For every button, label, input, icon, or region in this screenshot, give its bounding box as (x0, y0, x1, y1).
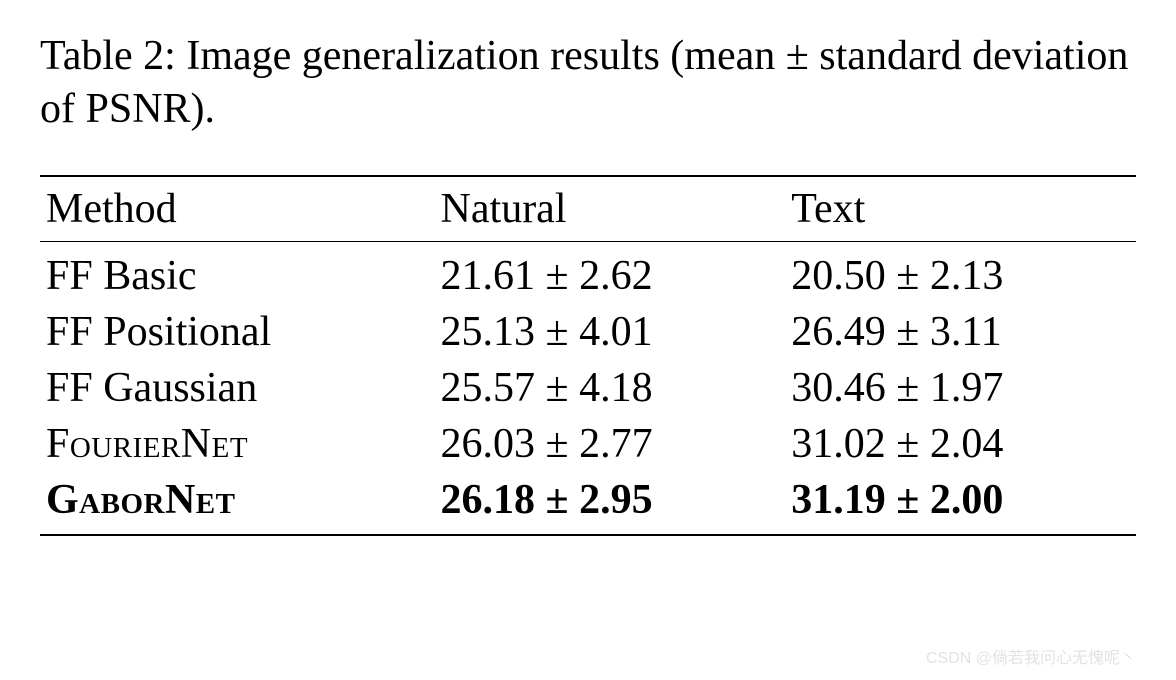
cell-method: FF Basic (40, 242, 435, 305)
table-header-row: Method Natural Text (40, 176, 1136, 242)
table-row: FourierNet 26.03 ± 2.77 31.02 ± 2.04 (40, 416, 1136, 472)
cell-method: FourierNet (40, 416, 435, 472)
cell-natural: 26.18 ± 2.95 (435, 472, 786, 535)
col-header-natural: Natural (435, 176, 786, 242)
cell-text: 31.02 ± 2.04 (785, 416, 1136, 472)
cell-text: 31.19 ± 2.00 (785, 472, 1136, 535)
cell-natural: 25.13 ± 4.01 (435, 304, 786, 360)
table-row: FF Positional 25.13 ± 4.01 26.49 ± 3.11 (40, 304, 1136, 360)
cell-method: FF Positional (40, 304, 435, 360)
cell-natural: 25.57 ± 4.18 (435, 360, 786, 416)
results-table: Method Natural Text FF Basic 21.61 ± 2.6… (40, 175, 1136, 536)
table-body: FF Basic 21.61 ± 2.62 20.50 ± 2.13 FF Po… (40, 242, 1136, 536)
table-row: GaborNet 26.18 ± 2.95 31.19 ± 2.00 (40, 472, 1136, 535)
col-header-text: Text (785, 176, 1136, 242)
cell-text: 26.49 ± 3.11 (785, 304, 1136, 360)
table-caption: Table 2: Image generalization results (m… (40, 30, 1136, 135)
cell-method: GaborNet (40, 472, 435, 535)
cell-natural: 21.61 ± 2.62 (435, 242, 786, 305)
table-row: FF Gaussian 25.57 ± 4.18 30.46 ± 1.97 (40, 360, 1136, 416)
table-row: FF Basic 21.61 ± 2.62 20.50 ± 2.13 (40, 242, 1136, 305)
cell-natural: 26.03 ± 2.77 (435, 416, 786, 472)
cell-method: FF Gaussian (40, 360, 435, 416)
cell-text: 30.46 ± 1.97 (785, 360, 1136, 416)
watermark: CSDN @倘若我问心无愧呢丶 (926, 644, 1136, 668)
cell-text: 20.50 ± 2.13 (785, 242, 1136, 305)
col-header-method: Method (40, 176, 435, 242)
